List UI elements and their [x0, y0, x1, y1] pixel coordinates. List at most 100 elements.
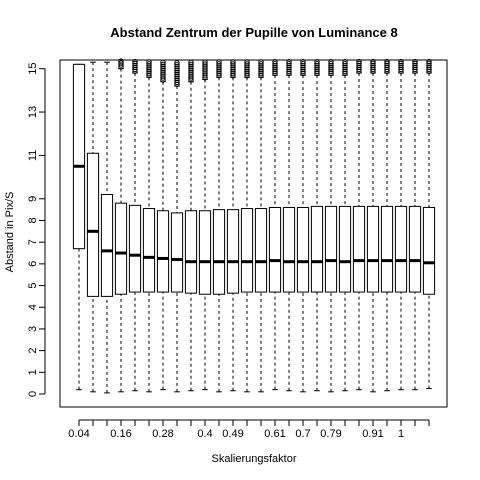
x-axis-label: Skalierungsfaktor: [212, 453, 297, 465]
outlier-point: [384, 60, 390, 67]
outlier-point: [342, 59, 348, 65]
box-iqr: [268, 206, 282, 293]
box-group: [156, 59, 170, 391]
outlier-points: [216, 59, 222, 79]
y-tick-label: 3: [27, 326, 39, 332]
box-iqr: [156, 210, 170, 293]
y-tick-label: 9: [27, 196, 39, 202]
outlier-point: [258, 61, 264, 67]
box-group: [268, 59, 282, 391]
boxes-layer: [72, 58, 436, 394]
outlier-point: [412, 58, 418, 65]
outlier-point: [328, 60, 334, 67]
box-group: [296, 59, 310, 393]
outlier-point: [146, 59, 152, 65]
outlier-point: [188, 59, 194, 66]
outlier-point: [342, 60, 348, 67]
x-tick-label: 0.79: [320, 428, 341, 440]
outlier-point: [230, 59, 236, 65]
box-iqr: [86, 152, 100, 297]
outlier-point: [258, 59, 264, 65]
y-tick-label: 5: [27, 282, 39, 288]
x-tick-label: 0.04: [68, 428, 89, 440]
box-iqr: [170, 212, 184, 293]
y-tick-label: 1: [27, 369, 39, 375]
box-group: [142, 59, 156, 393]
box-group: [100, 61, 114, 394]
outlier-point: [286, 60, 292, 67]
outlier-point: [412, 60, 418, 67]
box-group: [338, 59, 352, 392]
y-tick-label: 15: [27, 63, 39, 75]
outlier-points: [328, 59, 334, 77]
box-group: [310, 59, 324, 392]
outlier-point: [174, 60, 180, 66]
y-tick-label: 6: [27, 261, 39, 267]
outlier-points: [202, 59, 208, 81]
y-tick-label: 8: [27, 217, 39, 223]
box-iqr: [324, 205, 338, 293]
outlier-point: [202, 61, 208, 67]
x-tick-label: 0.16: [110, 428, 131, 440]
outlier-points: [160, 59, 166, 83]
outlier-point: [230, 61, 236, 67]
outlier-point: [132, 58, 138, 65]
box-group: [282, 59, 296, 392]
x-tick-label: 0.61: [264, 428, 285, 440]
y-tick-label: 4: [27, 304, 39, 310]
outlier-points: [230, 59, 236, 79]
box-iqr: [380, 205, 394, 293]
outlier-point: [272, 59, 278, 65]
outlier-point: [314, 59, 320, 65]
outlier-point: [160, 61, 166, 68]
box-group: [366, 58, 380, 393]
box-iqr: [212, 209, 226, 295]
box-group: [128, 58, 142, 392]
outlier-points: [118, 58, 124, 70]
box-iqr: [394, 205, 408, 293]
box-group: [408, 58, 422, 391]
outlier-points: [314, 59, 320, 77]
outlier-point: [314, 60, 320, 67]
outlier-point: [174, 62, 180, 68]
y-tick-label: 2: [27, 348, 39, 354]
chart-title: Abstand Zentrum der Pupille von Luminanc…: [110, 25, 398, 40]
box-iqr: [338, 205, 352, 293]
outlier-point: [202, 59, 208, 65]
outlier-point: [160, 59, 166, 66]
box-iqr: [128, 204, 142, 293]
x-tick-label: 0.49: [222, 428, 243, 440]
x-tick-label: 0.4: [197, 428, 212, 440]
box-group: [114, 58, 128, 393]
box-iqr: [296, 206, 310, 293]
outlier-point: [398, 60, 404, 67]
outlier-point: [398, 58, 404, 65]
outlier-point: [356, 60, 362, 67]
y-axis: 0 1 2 3 4 5 6 7 8 9 11 13 15: [27, 63, 46, 397]
y-tick-label: 11: [27, 150, 39, 161]
outlier-point: [272, 60, 278, 67]
box-group: [394, 58, 408, 391]
box-group: [72, 63, 86, 391]
outlier-points: [244, 59, 250, 79]
box-iqr: [366, 205, 380, 293]
box-group: [380, 58, 394, 392]
outlier-point: [244, 61, 250, 67]
box-iqr: [408, 205, 422, 293]
outlier-points: [412, 58, 418, 74]
box-iqr: [198, 210, 212, 295]
outlier-point: [146, 61, 152, 67]
box-group: [226, 59, 240, 392]
x-tick-label: 0.7: [295, 428, 310, 440]
box-iqr: [422, 206, 436, 295]
y-tick-label: 0: [27, 391, 39, 397]
outlier-point: [216, 61, 222, 67]
outlier-point: [118, 58, 124, 64]
outlier-points: [174, 60, 180, 87]
outlier-point: [216, 59, 222, 65]
x-tick-label: 0.91: [362, 428, 383, 440]
outlier-points: [398, 58, 404, 74]
box-group: [170, 60, 184, 393]
outlier-points: [272, 59, 278, 77]
